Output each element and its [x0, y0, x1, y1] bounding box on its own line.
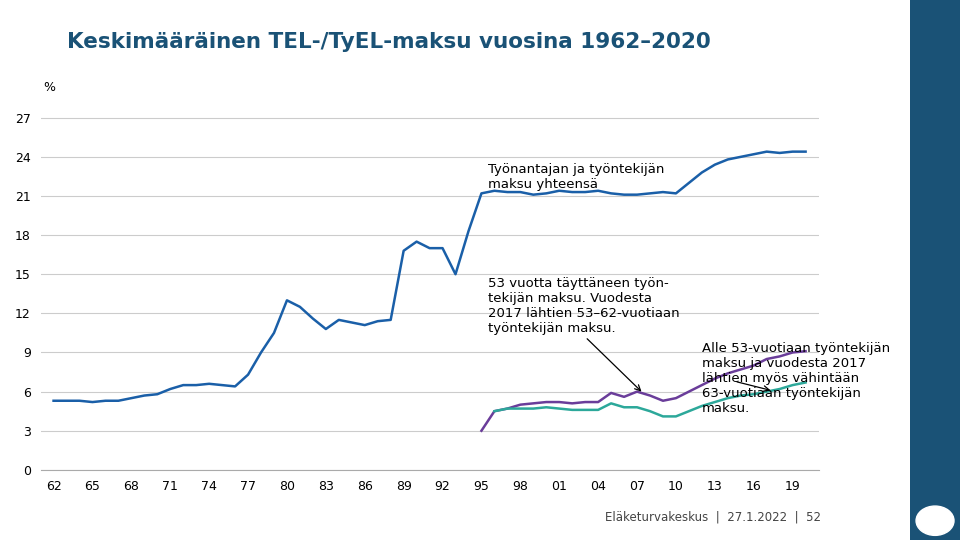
Text: Työnantajan ja työntekijän
maksu yhteensä: Työnantajan ja työntekijän maksu yhteens…: [488, 164, 664, 191]
Text: Keskimääräinen TEL-/TyEL-maksu vuosina 1962–2020: Keskimääräinen TEL-/TyEL-maksu vuosina 1…: [67, 32, 711, 52]
Text: Eläketurvakeskus  |  27.1.2022  |  52: Eläketurvakeskus | 27.1.2022 | 52: [605, 511, 821, 524]
Text: Alle 53-vuotiaan työntekijän
maksu ja vuodesta 2017
lähtien myös vähintään
63-vu: Alle 53-vuotiaan työntekijän maksu ja vu…: [702, 342, 890, 415]
Circle shape: [916, 506, 954, 535]
Text: %: %: [43, 81, 55, 94]
Text: 53 vuotta täyttäneen työn-
tekijän maksu. Vuodesta
2017 lähtien 53–62-vuotiaan
t: 53 vuotta täyttäneen työn- tekijän maksu…: [488, 277, 680, 335]
